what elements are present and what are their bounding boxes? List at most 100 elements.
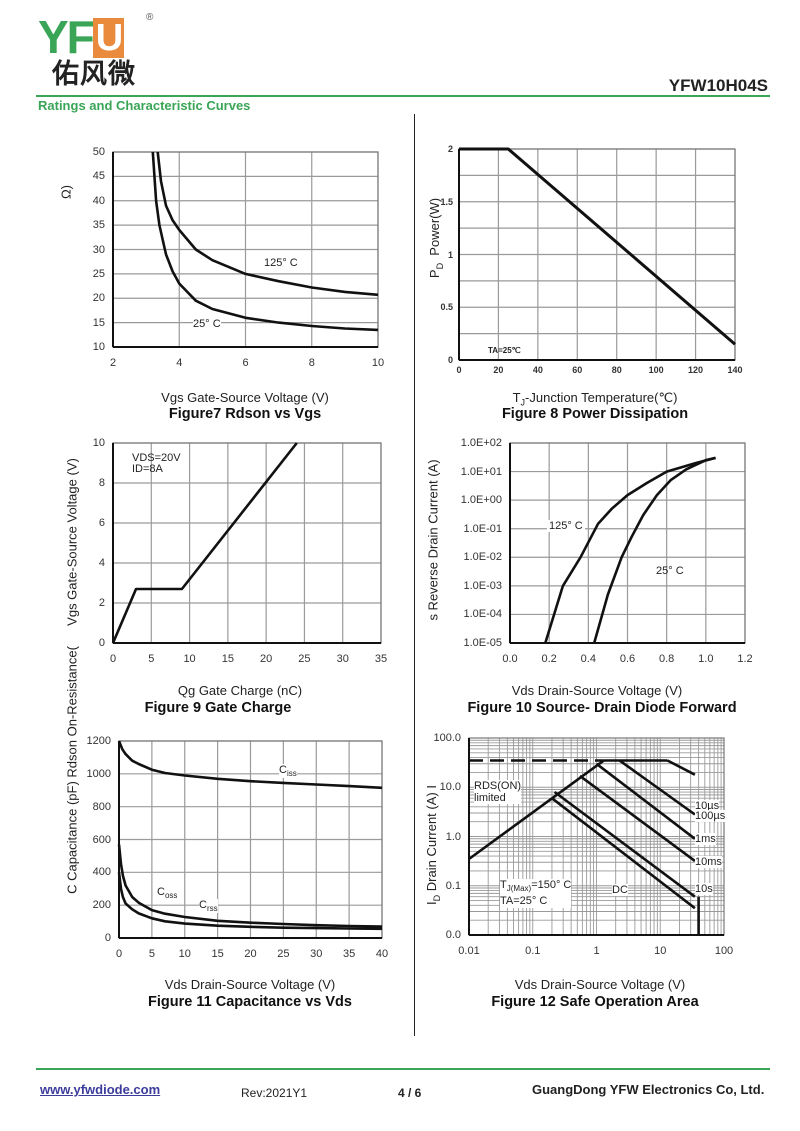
fig11-xtick-label: 40 xyxy=(375,948,389,960)
fig12-ytick-label: 100.0 xyxy=(433,732,461,744)
fig11-xlabel: Vds Drain-Source Voltage (V) xyxy=(164,977,336,992)
fig12-rds-text: RDS(ON) xyxy=(474,780,522,792)
fig8-xtick-label: 0 xyxy=(456,365,462,375)
footer-divider xyxy=(36,1068,770,1070)
fig12-xtick-label: 0.1 xyxy=(525,945,541,957)
fig12-rds-label: RDS(ON) limited xyxy=(474,780,522,804)
fig11-series-coss xyxy=(117,844,383,928)
fig7-series-25-c xyxy=(151,151,379,332)
fig7-ytick-label: 25 xyxy=(92,267,105,280)
fig7-label-125c: 125° C xyxy=(264,257,298,269)
fig12-xtick-label: 10 xyxy=(654,945,667,957)
fig10-ytick-label: 1.0E+02 xyxy=(460,437,502,449)
fig10-ytick-label: 1.0E+00 xyxy=(460,494,502,507)
fig11-label-coss: Coss xyxy=(157,886,178,901)
fig12-ytick-label: 1.0 xyxy=(445,830,461,843)
fig8-xtick-label: 120 xyxy=(688,365,704,375)
fig7-ytick-label: 20 xyxy=(92,292,105,305)
fig7-xtick-label: 4 xyxy=(176,357,183,369)
fig12-xtick-label: 0.01 xyxy=(458,945,480,957)
company-name: GuangDong YFW Electronics Co, Ltd. xyxy=(532,1082,765,1097)
fig9-ytick-label: 8 xyxy=(98,477,105,489)
fig9-xtick-label: 5 xyxy=(148,653,155,665)
fig11-caption: Figure 11 Capacitance vs Vds xyxy=(148,994,352,1010)
fig9-xlabel: Qg Gate Charge (nC) xyxy=(177,683,303,698)
fig11-xtick-label: 25 xyxy=(277,948,290,960)
fig8-xtick-label: 80 xyxy=(611,365,622,375)
fig10-xtick-label: 0.0 xyxy=(502,653,518,665)
fig7-ytick-label: 15 xyxy=(92,316,105,329)
fig9-xtick-label: 25 xyxy=(298,653,311,665)
fig10-series-125-c xyxy=(544,456,716,644)
fig12-xtick-label: 100 xyxy=(714,945,734,957)
fig12-label-10s: 10s xyxy=(695,883,713,895)
fig11-ytick-label: 0 xyxy=(104,932,111,944)
fig9-ytick-label: 2 xyxy=(98,597,105,609)
fig7-xtick-label: 10 xyxy=(371,357,385,369)
fig11-xtick-label: 20 xyxy=(244,948,257,960)
fig11-xtick-label: 10 xyxy=(178,948,191,960)
fig12-label-1ms: 1ms xyxy=(695,833,716,845)
fig7-xlabel: Vgs Gate-Source Voltage (V) xyxy=(161,390,329,405)
fig8-annotation: TA=25℃ xyxy=(488,346,521,355)
fig12-label-100us: 100µs xyxy=(695,810,726,822)
fig8-xtick-label: 140 xyxy=(727,365,743,375)
fig12-series-10ms xyxy=(579,774,696,862)
header-divider xyxy=(36,95,770,97)
fig10-xtick-label: 0.6 xyxy=(619,653,636,665)
website-link[interactable]: www.yfwdiode.com xyxy=(40,1082,161,1097)
revision: Rev:2021Y1 xyxy=(241,1086,308,1100)
fig9-xtick-label: 0 xyxy=(109,653,117,665)
fig12-label-10ms: 10ms xyxy=(695,856,722,868)
fig10-xtick-label: 1.2 xyxy=(737,653,753,665)
fig12-ytick-label: 0.0 xyxy=(445,929,461,941)
fig12-xlabel: Vds Drain-Source Voltage (V) xyxy=(514,977,686,992)
fig11-ytick-label: 800 xyxy=(92,800,111,813)
fig9-xtick-label: 10 xyxy=(183,653,196,665)
fig10-caption: Figure 10 Source- Drain Diode Forward xyxy=(467,700,737,716)
fig7-ytick-label: 30 xyxy=(92,243,105,256)
fig8-ytick-label: 0.5 xyxy=(440,302,453,313)
fig10-ytick-label: 1.0E-05 xyxy=(463,637,502,649)
fig8-caption: Figure 8 Power Dissipation xyxy=(501,406,689,422)
fig8-xtick-label: 20 xyxy=(493,365,504,375)
fig11-xtick-label: 0 xyxy=(115,948,123,960)
fig7-series-125-c xyxy=(156,151,379,297)
fig9-ytick-label: 6 xyxy=(98,517,105,529)
fig12-series-1ms xyxy=(595,762,696,840)
fig7-label-25c: 25° C xyxy=(193,318,221,330)
fig11-xtick-label: 15 xyxy=(211,948,224,960)
fig10-xtick-label: 0.8 xyxy=(659,653,675,665)
model-number: YFW10H04S xyxy=(668,76,768,95)
fig10-xtick-label: 0.2 xyxy=(541,653,557,665)
column-divider xyxy=(414,114,415,1036)
fig7-xtick-label: 6 xyxy=(242,357,249,369)
fig12-xtick-label: 1 xyxy=(593,945,600,957)
fig9-caption: Figure 9 Gate Charge xyxy=(144,700,292,716)
fig9-xtick-label: 35 xyxy=(374,653,388,665)
fig9-series-0 xyxy=(111,442,298,644)
fig8-xtick-label: 40 xyxy=(532,365,543,375)
registered-mark: ® xyxy=(146,12,154,23)
fig8-xtick-label: 60 xyxy=(572,365,583,375)
fig12-conditions: TJ(Max)=150° C TA=25° C xyxy=(500,879,572,909)
fig9-xtick-label: 30 xyxy=(336,653,349,665)
fig11-xtick-label: 35 xyxy=(343,948,356,960)
fig7-ytick-label: 50 xyxy=(92,146,105,158)
fig9-ytick-label: 0 xyxy=(98,637,105,649)
logo: YFU xyxy=(38,14,125,60)
fig10-xtick-label: 0.4 xyxy=(580,653,596,665)
page-number: 4 / 6 xyxy=(398,1086,422,1100)
fig9-ytick-label: 4 xyxy=(98,557,105,569)
fig11-series-crss xyxy=(117,872,383,931)
fig8-xlabel: TJ-Junction Temperature(℃) xyxy=(512,390,678,408)
fig10-ytick-label: 1.0E-02 xyxy=(463,551,502,564)
fig9-annotation: VDS=20V ID=8A xyxy=(132,452,181,475)
fig11-ytick-label: 600 xyxy=(92,833,111,846)
fig11-label-crss: Crss xyxy=(199,899,218,914)
fig7-ytick-label: 45 xyxy=(92,170,105,183)
fig7-ytick-label: 10 xyxy=(92,341,105,353)
logo-chinese-name: 佑风微 xyxy=(52,59,136,90)
fig10-ytick-label: 1.0E-03 xyxy=(463,579,502,592)
